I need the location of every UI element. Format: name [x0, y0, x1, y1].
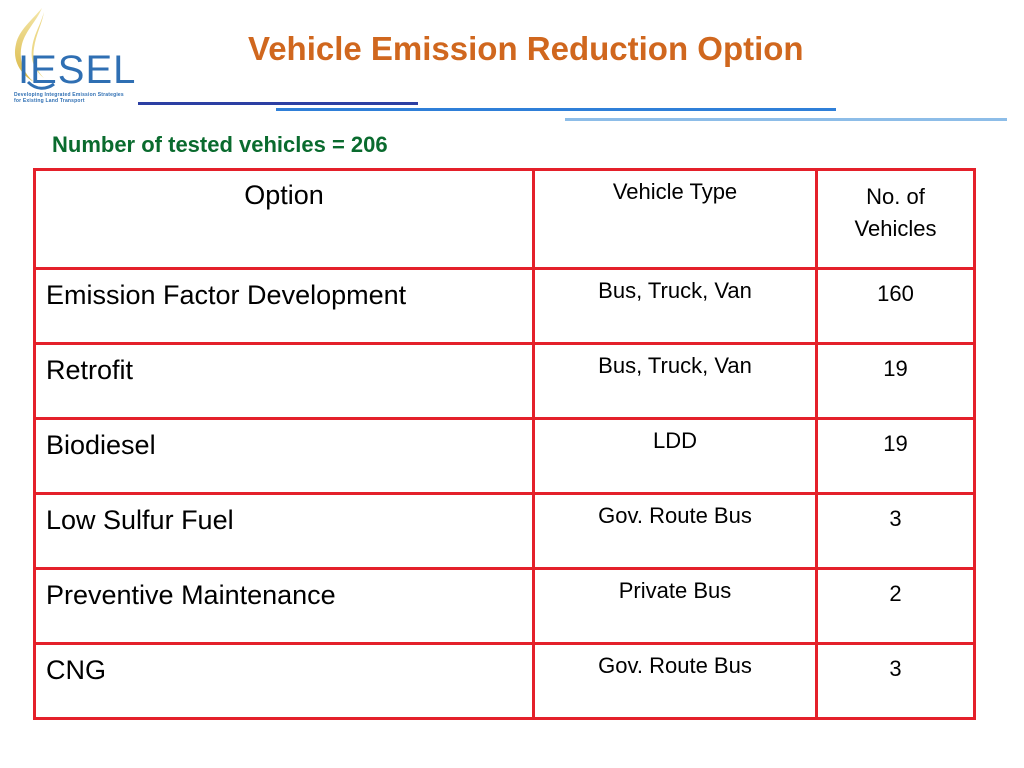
emission-options-table: Option Vehicle Type No. of Vehicles Emiss… [33, 168, 976, 720]
fuel-drop-icon [14, 8, 55, 90]
table-row: CNG Gov. Route Bus 3 [33, 642, 976, 720]
option-cell: CNG [33, 642, 535, 720]
vehicle-type-cell: LDD [532, 417, 818, 495]
divider-line-light [565, 118, 1007, 121]
logo-tagline-line-1: Developing Integrated Emission Strategie… [14, 92, 124, 98]
slide-title: Vehicle Emission Reduction Option [248, 30, 804, 67]
option-cell: Emission Factor Development [33, 267, 535, 345]
header-count-line-2: Vehicles [854, 216, 937, 241]
vehicle-count-cell: 19 [815, 342, 976, 420]
vehicle-count-cell: 2 [815, 567, 976, 645]
vehicle-type-cell: Bus, Truck, Van [532, 342, 818, 420]
header-count-line-1: No. of [866, 184, 925, 209]
vehicle-count-cell: 160 [815, 267, 976, 345]
vehicle-type-cell: Gov. Route Bus [532, 642, 818, 720]
logo-tagline: Developing Integrated Emission Strategie… [14, 92, 164, 104]
option-cell: Biodiesel [33, 417, 535, 495]
vehicle-type-cell: Bus, Truck, Van [532, 267, 818, 345]
divider-line-dark [138, 102, 418, 105]
option-cell: Retrofit [33, 342, 535, 420]
vehicle-count-cell: 19 [815, 417, 976, 495]
header-option: Option [33, 168, 535, 270]
table-header-row: Option Vehicle Type No. of Vehicles [33, 168, 976, 270]
table-row: Preventive Maintenance Private Bus 2 [33, 567, 976, 645]
header-vehicle-count: No. of Vehicles [815, 168, 976, 270]
option-cell: Low Sulfur Fuel [33, 492, 535, 570]
table-row: Emission Factor Development Bus, Truck, … [33, 267, 976, 345]
header-vehicle-type: Vehicle Type [532, 168, 818, 270]
diesel-logo: IESEL Developing Integrated Emission Str… [6, 8, 156, 104]
option-cell: Preventive Maintenance [33, 567, 535, 645]
vehicle-type-cell: Gov. Route Bus [532, 492, 818, 570]
tested-vehicles-summary: Number of tested vehicles = 206 [52, 132, 388, 157]
divider-line-mid [276, 108, 836, 111]
vehicle-type-cell: Private Bus [532, 567, 818, 645]
logo-tagline-line-2: for Existing Land Transport [14, 98, 85, 104]
table-row: Low Sulfur Fuel Gov. Route Bus 3 [33, 492, 976, 570]
table-row: Biodiesel LDD 19 [33, 417, 976, 495]
logo-wordmark: IESEL [18, 48, 137, 92]
table-row: Retrofit Bus, Truck, Van 19 [33, 342, 976, 420]
vehicle-count-cell: 3 [815, 642, 976, 720]
vehicle-count-cell: 3 [815, 492, 976, 570]
